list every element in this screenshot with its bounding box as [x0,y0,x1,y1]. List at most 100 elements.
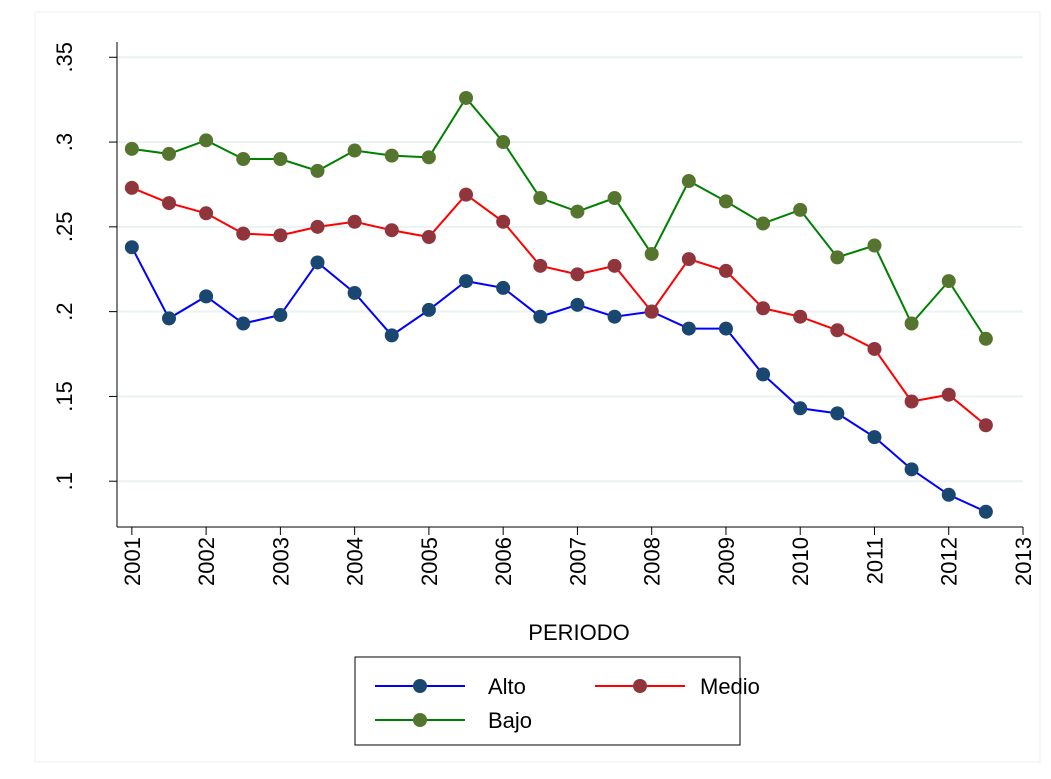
legend [354,656,741,746]
data-point [273,152,288,167]
data-point [533,258,548,273]
y-tick-label: .1 [52,472,77,490]
data-point [124,180,139,195]
data-point [793,202,808,217]
data-point [978,504,993,519]
data-point [978,331,993,346]
data-point [681,321,696,336]
data-point [941,487,956,502]
data-point [644,246,659,261]
x-tick-label: 2004 [343,537,368,586]
legend-marker [413,679,427,693]
data-point [718,321,733,336]
x-tick-label: 2010 [788,537,813,586]
legend-label: Medio [700,674,760,699]
data-point [830,406,845,421]
data-point [978,418,993,433]
x-tick-label: 2001 [120,537,145,586]
x-tick-label: 2005 [417,537,442,586]
data-point [384,148,399,163]
data-point [867,341,882,356]
x-tick-label: 2012 [937,537,962,586]
data-point [236,226,251,241]
data-point [681,252,696,267]
data-point [570,267,585,282]
data-point [756,216,771,231]
data-point [867,238,882,253]
data-point [496,135,511,150]
data-point [644,304,659,319]
data-point [718,194,733,209]
data-point [681,174,696,189]
data-point [384,328,399,343]
data-point [421,230,436,245]
data-point [459,187,474,202]
data-point [199,133,214,148]
data-point [496,280,511,295]
data-point [421,150,436,165]
data-point [941,387,956,402]
x-axis-label: PERIODO [528,620,629,645]
data-point [718,263,733,278]
data-point [310,219,325,234]
data-point [867,430,882,445]
data-point [941,274,956,289]
data-point [830,323,845,338]
data-point [793,309,808,324]
data-point [830,250,845,265]
data-point [607,309,622,324]
data-point [347,285,362,300]
x-tick-label: 2007 [565,537,590,586]
data-point [384,223,399,238]
data-point [236,152,251,167]
data-point [533,309,548,324]
y-tick-label: .15 [52,381,77,412]
data-point [533,191,548,206]
x-tick-label: 2013 [1011,537,1036,586]
data-point [199,206,214,221]
data-point [570,204,585,219]
y-tick-label: .35 [52,42,77,73]
x-tick-label: 2006 [491,537,516,586]
data-point [236,316,251,331]
legend-marker [413,713,427,727]
data-point [347,214,362,229]
legend-label: Bajo [488,708,532,733]
x-tick-label: 2011 [862,537,887,584]
data-point [310,163,325,178]
data-point [273,308,288,323]
data-point [347,143,362,158]
data-point [904,316,919,331]
data-point [904,462,919,477]
x-tick-label: 2008 [640,537,665,586]
data-point [124,240,139,255]
data-point [310,255,325,270]
data-point [161,311,176,326]
x-tick-label: 2002 [194,537,219,586]
data-point [607,191,622,206]
data-point [161,146,176,161]
data-point [496,214,511,229]
data-point [459,90,474,105]
data-point [161,196,176,211]
x-tick-label: 2009 [714,537,739,586]
data-point [607,258,622,273]
data-point [756,301,771,316]
data-point [459,274,474,289]
data-point [421,302,436,317]
data-point [199,289,214,304]
x-tick-label: 2003 [268,537,293,586]
legend-marker [633,679,647,693]
y-tick-label: .25 [52,212,77,243]
data-point [756,367,771,382]
data-point [793,401,808,416]
data-point [273,228,288,243]
data-point [570,297,585,312]
data-point [124,141,139,156]
legend-label: Alto [488,674,526,699]
data-point [904,394,919,409]
y-tick-label: .3 [52,133,77,151]
y-tick-label: .2 [52,302,77,320]
plot-frame [34,11,1041,763]
